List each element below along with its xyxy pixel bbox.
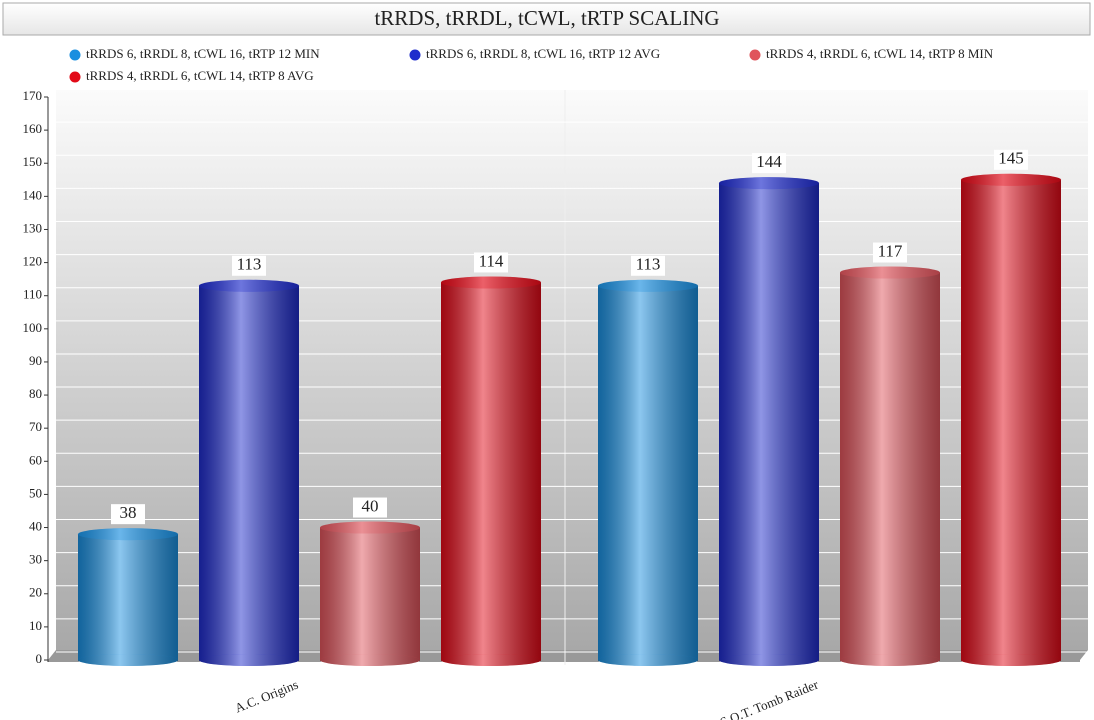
y-tick-label: 160 — [23, 121, 43, 136]
value-label: 144 — [756, 152, 782, 171]
bar-shine — [719, 183, 819, 660]
bar-top-shine — [441, 276, 541, 289]
y-tick-label: 150 — [23, 154, 43, 169]
y-tick-label: 50 — [29, 485, 42, 500]
legend-label: tRRDS 4, tRRDL 6, tCWL 14, tRTP 8 MIN — [766, 46, 994, 61]
value-label-bg — [232, 255, 266, 276]
y-tick-label: 80 — [29, 386, 42, 401]
legend-marker — [409, 49, 421, 61]
legend-label: tRRDS 6, tRRDL 8, tCWL 16, tRTP 12 MIN — [86, 46, 320, 61]
value-label: 113 — [237, 255, 262, 274]
value-label-bg — [474, 252, 508, 273]
bar-shine — [598, 285, 698, 660]
y-tick-label: 100 — [23, 320, 43, 335]
legend-marker — [69, 71, 81, 83]
y-tick-label: 70 — [29, 419, 42, 434]
bar-top-shine — [961, 173, 1061, 186]
value-label-bg — [353, 497, 387, 518]
legend-marker — [749, 49, 761, 61]
value-label-bg — [873, 242, 907, 263]
bar-bottom-shine — [78, 654, 178, 666]
bar-bottom-shine — [441, 654, 541, 666]
bar-top-shine — [719, 177, 819, 190]
y-tick-label: 40 — [29, 519, 42, 534]
y-tick-label: 140 — [23, 187, 43, 202]
value-label: 40 — [362, 496, 379, 515]
y-tick-label: 0 — [36, 651, 43, 666]
bar-top-shine — [598, 279, 698, 292]
value-label-bg — [752, 153, 786, 174]
bar-bottom-shine — [320, 654, 420, 666]
legend-marker — [69, 49, 81, 61]
x-tick-label: S.O.T. Tomb Raider — [718, 676, 821, 720]
bar-shine — [840, 272, 940, 660]
bar-top-shine — [320, 521, 420, 534]
value-label-bg — [631, 255, 665, 276]
title-box — [2, 2, 1091, 36]
bar-bottom-shine — [719, 654, 819, 666]
chart-title: tRRDS, tRRDL, tCWL, tRTP SCALING — [374, 6, 719, 30]
y-tick-label: 90 — [29, 353, 42, 368]
bar-bottom-shine — [598, 654, 698, 666]
bar-top-shine — [840, 266, 940, 279]
bar-shine — [78, 534, 178, 660]
legend-label: tRRDS 6, tRRDL 8, tCWL 16, tRTP 12 AVG — [426, 46, 660, 61]
y-tick-label: 30 — [29, 552, 42, 567]
value-label-bg — [994, 149, 1028, 170]
value-label: 38 — [120, 503, 137, 522]
y-tick-label: 60 — [29, 452, 42, 467]
value-label-bg — [111, 504, 145, 525]
legend-label: tRRDS 4, tRRDL 6, tCWL 14, tRTP 8 AVG — [86, 68, 314, 83]
bar-shine — [961, 179, 1061, 660]
y-tick-label: 10 — [29, 618, 42, 633]
y-tick-label: 170 — [23, 88, 43, 103]
bar-shine — [199, 285, 299, 660]
y-tick-label: 120 — [23, 254, 43, 269]
y-tick-label: 130 — [23, 220, 43, 235]
value-label: 117 — [878, 241, 903, 260]
value-label: 114 — [479, 251, 504, 270]
bar-shine — [320, 527, 420, 660]
bar-shine — [441, 282, 541, 660]
bar-top-shine — [78, 528, 178, 541]
y-tick-label: 20 — [29, 585, 42, 600]
value-label: 145 — [998, 149, 1024, 168]
bar-bottom-shine — [199, 654, 299, 666]
y-tick-label: 110 — [23, 287, 42, 302]
value-label: 113 — [636, 255, 661, 274]
x-tick-label: A.C. Origins — [233, 677, 301, 716]
bar-bottom-shine — [961, 654, 1061, 666]
bar-top-shine — [199, 279, 299, 292]
bar-bottom-shine — [840, 654, 940, 666]
